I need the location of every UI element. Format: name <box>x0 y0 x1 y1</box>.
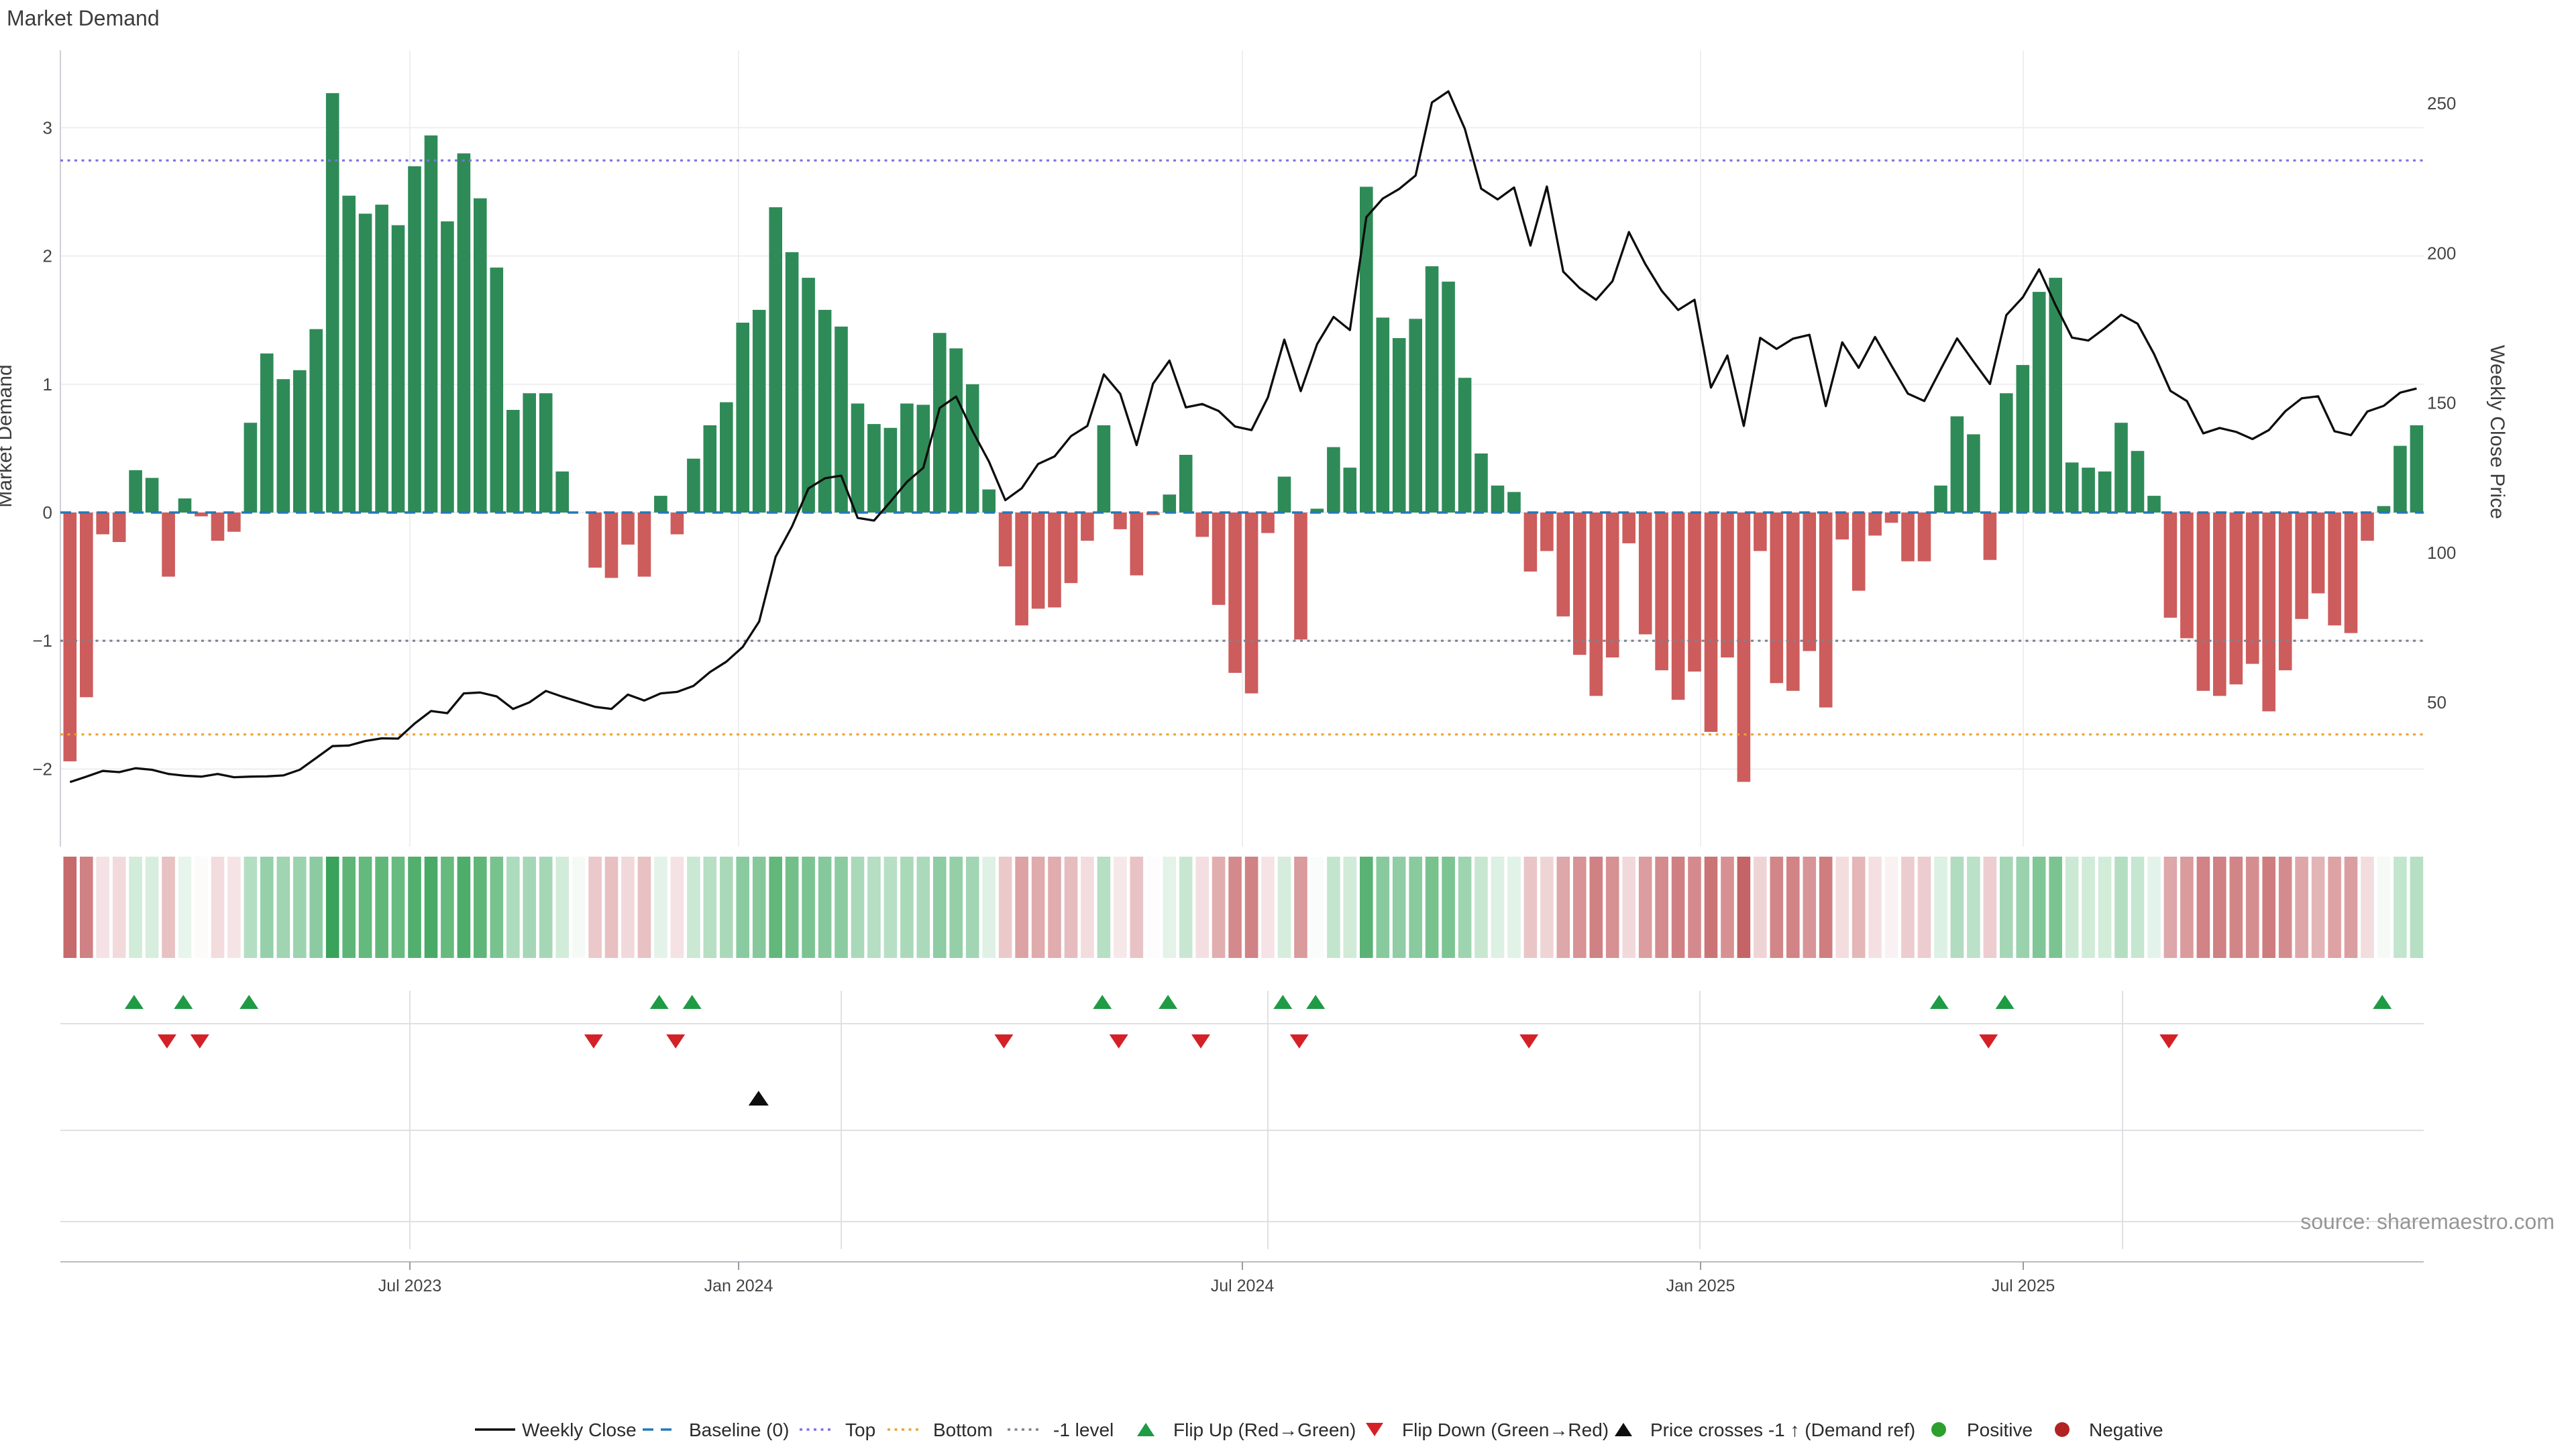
svg-text:Bottom: Bottom <box>933 1419 993 1440</box>
svg-text:100: 100 <box>2427 543 2456 563</box>
svg-text:−2: −2 <box>32 759 52 779</box>
svg-text:Flip Down (Green→Red): Flip Down (Green→Red) <box>1402 1419 1609 1440</box>
svg-text:Jan 2025: Jan 2025 <box>1666 1277 1735 1295</box>
svg-text:0: 0 <box>43 502 52 523</box>
svg-text:Top: Top <box>845 1419 875 1440</box>
svg-text:−1: −1 <box>32 631 52 651</box>
svg-text:Price crosses -1 ↑ (Demand ref: Price crosses -1 ↑ (Demand ref) <box>1650 1419 1915 1440</box>
svg-text:50: 50 <box>2427 692 2447 712</box>
svg-text:Jul 2025: Jul 2025 <box>1992 1277 2055 1295</box>
svg-text:Flip Up (Red→Green): Flip Up (Red→Green) <box>1173 1419 1356 1440</box>
svg-text:250: 250 <box>2427 93 2456 113</box>
svg-text:Weekly Close: Weekly Close <box>522 1419 637 1440</box>
svg-text:200: 200 <box>2427 243 2456 263</box>
svg-text:2: 2 <box>43 246 52 266</box>
svg-text:Weekly Close Price: Weekly Close Price <box>2486 345 2508 519</box>
svg-text:150: 150 <box>2427 393 2456 413</box>
svg-text:source: sharemaestro.com: source: sharemaestro.com <box>2300 1210 2555 1234</box>
svg-text:3: 3 <box>43 117 52 138</box>
svg-text:Negative: Negative <box>2089 1419 2163 1440</box>
svg-text:Market Demand: Market Demand <box>0 364 16 507</box>
svg-text:1: 1 <box>43 374 52 394</box>
svg-text:Baseline (0): Baseline (0) <box>689 1419 789 1440</box>
svg-text:Positive: Positive <box>1967 1419 2033 1440</box>
svg-text:Market Demand: Market Demand <box>7 6 160 30</box>
svg-text:Jan 2024: Jan 2024 <box>704 1277 773 1295</box>
svg-text:Jul 2023: Jul 2023 <box>378 1277 442 1295</box>
svg-text:-1 level: -1 level <box>1053 1419 1114 1440</box>
svg-text:Jul 2024: Jul 2024 <box>1211 1277 1275 1295</box>
